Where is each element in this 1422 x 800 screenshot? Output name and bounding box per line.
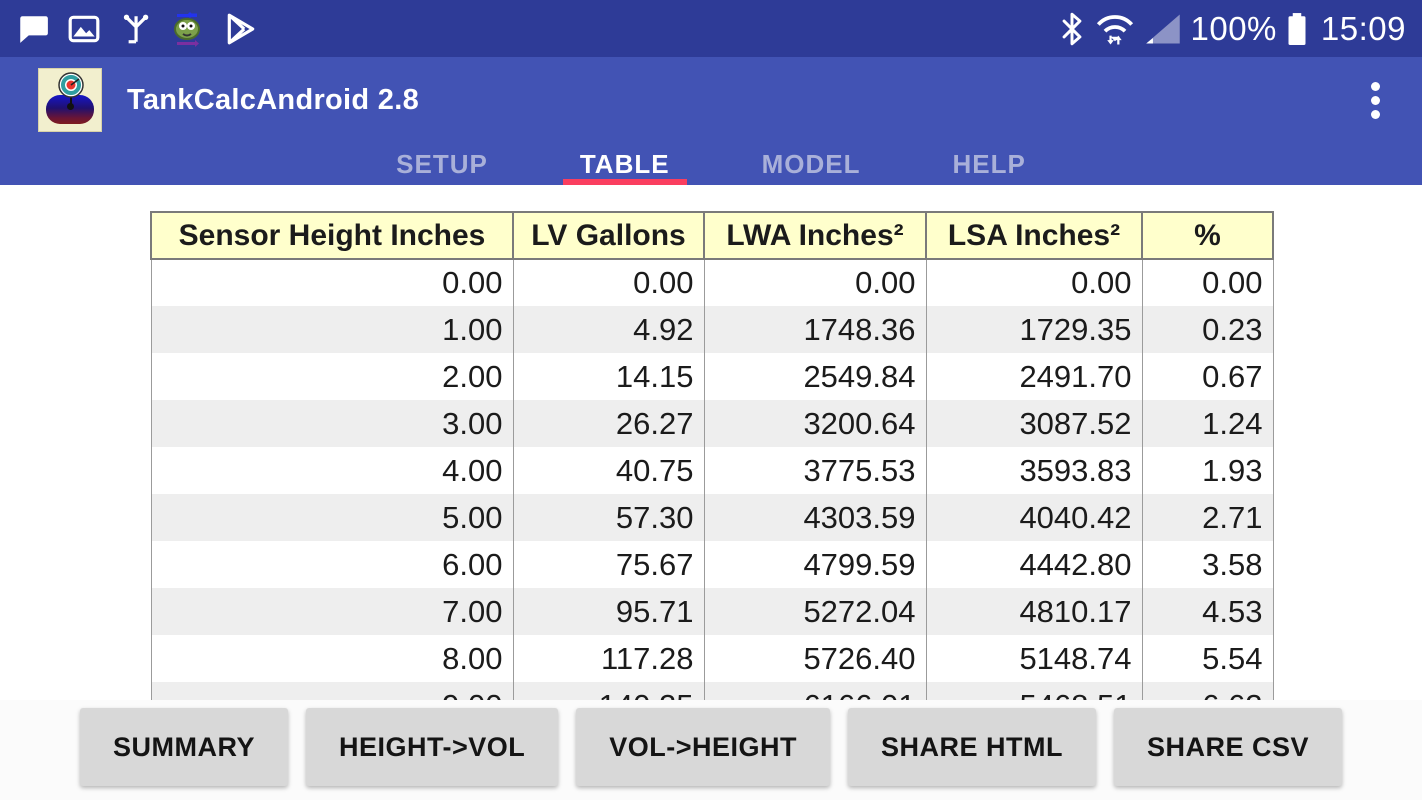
- table-cell: 3200.64: [703, 400, 927, 447]
- table-body: 0.00 0.00 0.00 0.00 0.00 1.00 4.92 1748.36 1729.…: [150, 259, 1274, 729]
- table-row: 3.00 26.27 3200.64 3087.52 1.24: [150, 400, 1274, 447]
- table-cell: 0.00: [703, 259, 927, 306]
- wifi-icon: [1095, 11, 1135, 47]
- table-row: 2.00 14.15 2549.84 2491.70 0.67: [150, 353, 1274, 400]
- chat-icon: [16, 12, 50, 46]
- table-cell: 3087.52: [925, 400, 1143, 447]
- bluetooth-icon: [1058, 12, 1086, 46]
- table-row: 1.00 4.92 1748.36 1729.35 0.23: [150, 306, 1274, 353]
- table-cell: 2.71: [1141, 494, 1274, 541]
- signal-icon: [1144, 12, 1182, 46]
- table-cell: 3.58: [1141, 541, 1274, 588]
- table-cell: 1.24: [1141, 400, 1274, 447]
- table-cell: 26.27: [512, 400, 705, 447]
- vol-to-height-button[interactable]: VOL->HEIGHT: [576, 708, 830, 786]
- table-cell: 3593.83: [925, 447, 1143, 494]
- table-cell: 75.67: [512, 541, 705, 588]
- header-sensor-height: Sensor Height Inches: [150, 211, 514, 260]
- table-cell: 57.30: [512, 494, 705, 541]
- battery-icon: [1286, 12, 1308, 46]
- tankcalc-app-icon: [38, 68, 102, 132]
- tab-setup[interactable]: SETUP: [396, 148, 488, 179]
- summary-button[interactable]: SUMMARY: [79, 708, 288, 786]
- table-cell: 5148.74: [925, 635, 1143, 682]
- table-cell: 0.00: [1141, 259, 1274, 306]
- table-cell: 5726.40: [703, 635, 927, 682]
- share-csv-button[interactable]: SHARE CSV: [1114, 708, 1343, 786]
- header-percent: %: [1141, 211, 1274, 260]
- header-lwa: LWA Inches²: [703, 211, 927, 260]
- table-cell: 2549.84: [703, 353, 927, 400]
- table-cell: 4442.80: [925, 541, 1143, 588]
- table-cell: 4.53: [1141, 588, 1274, 635]
- table-row: 4.00 40.75 3775.53 3593.83 1.93: [150, 447, 1274, 494]
- table-cell: 4799.59: [703, 541, 927, 588]
- header-lv-gallons: LV Gallons: [512, 211, 705, 260]
- gallery-icon: [67, 12, 101, 46]
- table-cell: 40.75: [512, 447, 705, 494]
- table-cell: 1729.35: [925, 306, 1143, 353]
- action-button-bar: SUMMARY HEIGHT->VOL VOL->HEIGHT SHARE HT…: [0, 700, 1422, 800]
- table-cell: 8.00: [150, 635, 514, 682]
- table-view: Sensor Height Inches LV Gallons LWA Inch…: [0, 185, 1422, 800]
- notification-icons: [16, 10, 258, 48]
- overflow-menu-button[interactable]: [1365, 72, 1386, 129]
- height-to-vol-button[interactable]: HEIGHT->VOL: [305, 708, 559, 786]
- usb-icon: [118, 12, 152, 46]
- tank-data-table: Sensor Height Inches LV Gallons LWA Inch…: [150, 211, 1274, 729]
- app-notification-icon: [169, 10, 207, 48]
- app-bar: TankCalcAndroid 2.8: [0, 57, 1422, 143]
- table-cell: 4303.59: [703, 494, 927, 541]
- clock: 15:09: [1320, 9, 1406, 47]
- table-cell: 6.00: [150, 541, 514, 588]
- tab-bar: SETUP TABLE MODEL HELP: [0, 143, 1422, 185]
- table-cell: 0.00: [925, 259, 1143, 306]
- page-title: TankCalcAndroid 2.8: [127, 83, 420, 116]
- header-lsa: LSA Inches²: [925, 211, 1143, 260]
- table-cell: 1.00: [150, 306, 514, 353]
- table-cell: 4.00: [150, 447, 514, 494]
- table-cell: 2491.70: [925, 353, 1143, 400]
- table-cell: 4.92: [512, 306, 705, 353]
- share-html-button[interactable]: SHARE HTML: [848, 708, 1096, 786]
- table-row: 6.00 75.67 4799.59 4442.80 3.58: [150, 541, 1274, 588]
- table-cell: 5272.04: [703, 588, 927, 635]
- overflow-dot: [1371, 81, 1380, 91]
- table-cell: 0.00: [150, 259, 514, 306]
- tab-table[interactable]: TABLE: [562, 143, 687, 185]
- gauge-icon: [58, 72, 84, 98]
- table-cell: 4040.42: [925, 494, 1143, 541]
- table-cell: 0.67: [1141, 353, 1274, 400]
- table-row: 0.00 0.00 0.00 0.00 0.00: [150, 259, 1274, 306]
- table-cell: 95.71: [512, 588, 705, 635]
- table-cell: 14.15: [512, 353, 705, 400]
- table-cell: 4810.17: [925, 588, 1143, 635]
- table-cell: 0.23: [1141, 306, 1274, 353]
- overflow-dot: [1371, 109, 1380, 119]
- table-cell: 1748.36: [703, 306, 927, 353]
- table-row: 8.00 117.28 5726.40 5148.74 5.54: [150, 635, 1274, 682]
- table-cell: 7.00: [150, 588, 514, 635]
- table-cell: 3775.53: [703, 447, 927, 494]
- table-cell: 5.54: [1141, 635, 1274, 682]
- status-bar: 100% 15:09: [0, 0, 1422, 57]
- table-cell: 3.00: [150, 400, 514, 447]
- table-cell: 117.28: [512, 635, 705, 682]
- overflow-dot: [1371, 95, 1380, 105]
- tab-help[interactable]: HELP: [952, 148, 1026, 179]
- table-cell: 5.00: [150, 494, 514, 541]
- table-row: 5.00 57.30 4303.59 4040.42 2.71: [150, 494, 1274, 541]
- table-header: Sensor Height Inches LV Gallons LWA Inch…: [150, 211, 1274, 260]
- battery-percent: 100%: [1190, 9, 1277, 47]
- table-row: 7.00 95.71 5272.04 4810.17 4.53: [150, 588, 1274, 635]
- system-status-icons: 100% 15:09: [1058, 10, 1407, 48]
- tab-model[interactable]: MODEL: [761, 148, 861, 179]
- table-cell: 1.93: [1141, 447, 1274, 494]
- play-store-icon: [224, 12, 258, 46]
- table-cell: 2.00: [150, 353, 514, 400]
- table-cell: 0.00: [512, 259, 705, 306]
